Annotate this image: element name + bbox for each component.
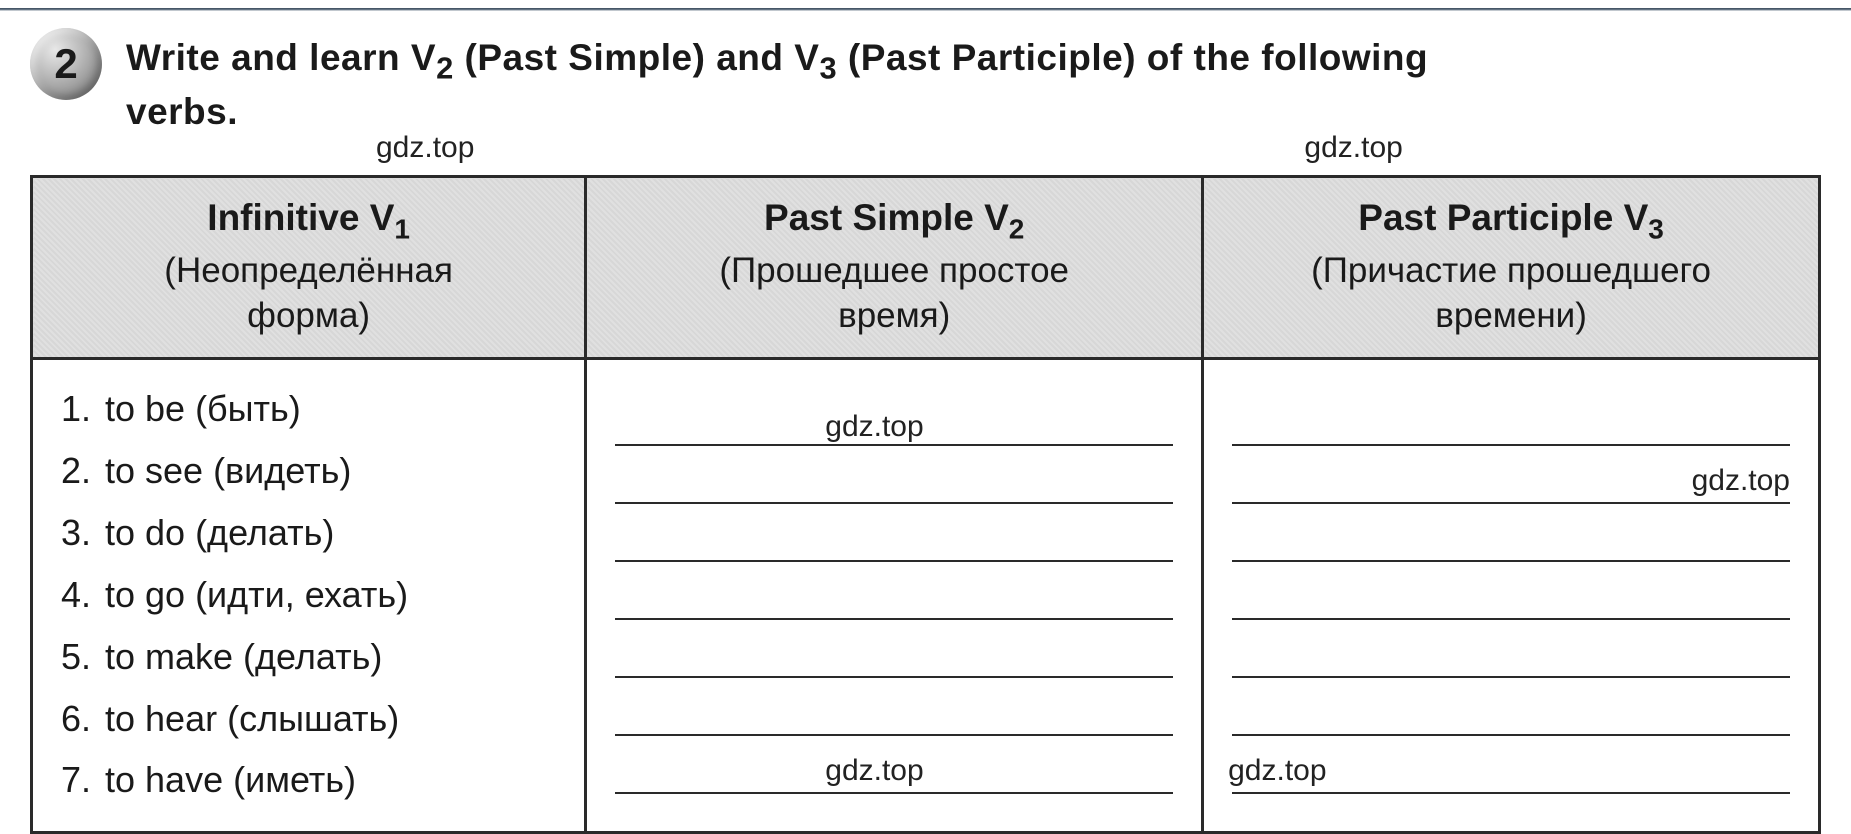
watermark: gdz.top xyxy=(825,754,923,788)
verb-num: 1. xyxy=(61,378,105,440)
col2-sub: 2 xyxy=(1009,214,1025,245)
verb-num: 5. xyxy=(61,626,105,688)
col2-title: Past Simple V xyxy=(764,197,1009,238)
verb-num: 7. xyxy=(61,749,105,811)
blank-line[interactable]: gdz.top xyxy=(1232,446,1790,504)
instruction-sub1: 2 xyxy=(436,50,454,85)
blank-lines-v3: gdz.top gdz.top xyxy=(1232,378,1790,794)
col3-paren1: (Причастие прошедшего xyxy=(1311,251,1711,290)
verb-num: 2. xyxy=(61,440,105,502)
exercise-number: 2 xyxy=(54,40,77,88)
blank-line[interactable] xyxy=(1232,620,1790,678)
blank-line[interactable] xyxy=(615,678,1173,736)
blank-line[interactable] xyxy=(1232,504,1790,562)
blank-line[interactable]: gdz.top xyxy=(1232,736,1790,794)
watermark: gdz.top xyxy=(1228,754,1326,788)
col3-title: Past Participle V xyxy=(1358,197,1648,238)
past-simple-cell: gdz.top gdz.top xyxy=(586,358,1203,832)
instruction-sub2: 3 xyxy=(819,50,837,85)
past-participle-cell: gdz.top gdz.top xyxy=(1203,358,1820,832)
list-item: 5.to make (делать) xyxy=(61,626,556,688)
list-item: 1.to be (быть) xyxy=(61,378,556,440)
verb-text: to make (делать) xyxy=(105,636,382,677)
col1-paren1: (Неопределённая xyxy=(164,251,453,290)
blank-line[interactable] xyxy=(615,562,1173,620)
instruction-part: (Past Participle) of the following xyxy=(837,37,1428,78)
list-item: 3.to do (делать) xyxy=(61,502,556,564)
verb-num: 4. xyxy=(61,564,105,626)
col2-paren1: (Прошедшее простое xyxy=(719,251,1069,290)
verb-list: 1.to be (быть) 2.to see (видеть) 3.to do… xyxy=(61,378,556,811)
verb-text: to see (видеть) xyxy=(105,450,351,491)
instruction-part: Write and learn V xyxy=(126,37,436,78)
table-header-row: Infinitive V1 (Неопределённая форма) Pas… xyxy=(32,177,1820,359)
verb-text: to do (делать) xyxy=(105,512,334,553)
blank-line[interactable] xyxy=(615,620,1173,678)
blank-line[interactable]: gdz.top xyxy=(615,736,1173,794)
verb-text: to have (иметь) xyxy=(105,759,356,800)
infinitive-cell: 1.to be (быть) 2.to see (видеть) 3.to do… xyxy=(32,358,586,832)
blank-line[interactable] xyxy=(1232,678,1790,736)
col1-title: Infinitive V xyxy=(207,197,394,238)
list-item: 6.to hear (слышать) xyxy=(61,688,556,750)
instruction-part: (Past Simple) and V xyxy=(454,37,820,78)
watermark-row-top: gdz.top gdz.top xyxy=(126,131,1821,165)
col3-sub: 3 xyxy=(1648,214,1664,245)
verb-text: to hear (слышать) xyxy=(105,698,399,739)
watermark: gdz.top xyxy=(376,131,474,165)
verb-text: to go (идти, ехать) xyxy=(105,574,408,615)
list-item: 2.to see (видеть) xyxy=(61,440,556,502)
column-header-infinitive: Infinitive V1 (Неопределённая форма) xyxy=(32,177,586,359)
blank-lines-v2: gdz.top gdz.top xyxy=(615,378,1173,794)
blank-line[interactable] xyxy=(615,504,1173,562)
watermark: gdz.top xyxy=(1692,464,1790,498)
verb-text: to be (быть) xyxy=(105,388,301,429)
col3-paren2: времени) xyxy=(1435,296,1587,335)
watermark: gdz.top xyxy=(1304,131,1402,165)
verb-forms-table: Infinitive V1 (Неопределённая форма) Pas… xyxy=(30,175,1821,834)
top-divider xyxy=(0,8,1851,11)
exercise-number-badge: 2 xyxy=(30,28,102,100)
exercise-header: 2 Write and learn V2 (Past Simple) and V… xyxy=(30,34,1821,165)
table-body-row: 1.to be (быть) 2.to see (видеть) 3.to do… xyxy=(32,358,1820,832)
watermark: gdz.top xyxy=(825,410,923,444)
column-header-past-participle: Past Participle V3 (Причастие прошедшего… xyxy=(1203,177,1820,359)
list-item: 4.to go (идти, ехать) xyxy=(61,564,556,626)
instruction-text: Write and learn V2 (Past Simple) and V3 … xyxy=(126,34,1821,135)
blank-line[interactable] xyxy=(1232,562,1790,620)
blank-line[interactable] xyxy=(615,446,1173,504)
col1-sub: 1 xyxy=(394,214,410,245)
col2-paren2: время) xyxy=(838,296,950,335)
instruction-block: Write and learn V2 (Past Simple) and V3 … xyxy=(126,34,1821,165)
instruction-line2: verbs. xyxy=(126,91,238,132)
column-header-past-simple: Past Simple V2 (Прошедшее простое время) xyxy=(586,177,1203,359)
verb-num: 6. xyxy=(61,688,105,750)
verb-num: 3. xyxy=(61,502,105,564)
blank-line[interactable] xyxy=(1232,388,1790,446)
col1-paren2: форма) xyxy=(247,296,370,335)
blank-line[interactable]: gdz.top xyxy=(615,388,1173,446)
list-item: 7.to have (иметь) xyxy=(61,749,556,811)
